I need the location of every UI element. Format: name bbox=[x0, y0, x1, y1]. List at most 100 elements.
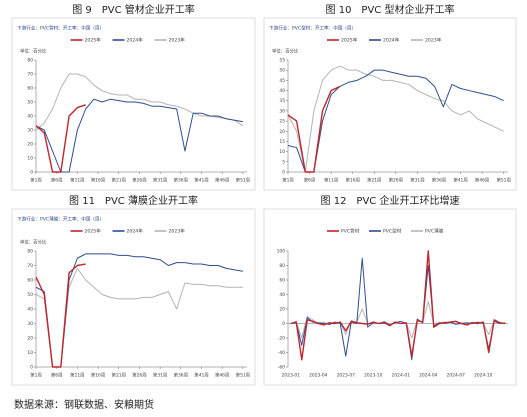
y-tick-label: 50 bbox=[27, 292, 33, 298]
legend-label: 2024年 bbox=[127, 228, 144, 235]
y-tick-label: 20 bbox=[27, 336, 33, 342]
y-tick-label: 15 bbox=[279, 139, 285, 145]
x-tick-label: 2024-10 bbox=[474, 373, 493, 379]
y-tick-label: 45 bbox=[279, 78, 285, 84]
x-tick-label: 2023-04 bbox=[309, 373, 328, 379]
legend-label: 2023年 bbox=[425, 37, 442, 44]
y-tick-label: 10 bbox=[27, 350, 33, 356]
x-tick-label: 第11周 bbox=[324, 177, 338, 184]
y-tick-label: 40 bbox=[279, 88, 285, 94]
legend-label: 2025年 bbox=[85, 228, 102, 235]
x-tick-label: 第36周 bbox=[174, 177, 188, 184]
x-tick-label: 第46周 bbox=[215, 372, 229, 379]
x-tick-label: 第31周 bbox=[153, 372, 167, 379]
y-tick-label: 60 bbox=[27, 86, 33, 92]
y-tick-label: 100 bbox=[277, 249, 286, 255]
y-tick-label: 20 bbox=[279, 129, 285, 135]
y-axis-label: 单位：百分比 bbox=[272, 48, 299, 55]
x-tick-label: 第1周 bbox=[282, 177, 294, 184]
series-line bbox=[35, 263, 86, 368]
legend-label: 2024年 bbox=[127, 37, 144, 44]
y-tick-label: 30 bbox=[27, 128, 33, 134]
x-tick-label: 第1周 bbox=[30, 177, 42, 184]
y-tick-label: 40 bbox=[27, 114, 33, 120]
panel bbox=[263, 17, 517, 191]
y-tick-label: -60 bbox=[278, 365, 285, 371]
series-line bbox=[35, 253, 243, 368]
panel bbox=[11, 17, 256, 191]
x-tick-label: 第6周 bbox=[51, 372, 63, 379]
series-line bbox=[290, 250, 506, 361]
y-tick-label: 0 bbox=[30, 365, 33, 371]
x-tick-label: 第26周 bbox=[389, 177, 403, 184]
series-line bbox=[287, 85, 341, 173]
x-tick-label: 第21周 bbox=[112, 372, 126, 379]
x-tick-label: 2023-07 bbox=[337, 373, 356, 379]
y-tick-label: 80 bbox=[279, 263, 285, 269]
x-tick-label: 第6周 bbox=[304, 177, 316, 184]
y-tick-label: 20 bbox=[27, 142, 33, 148]
y-tick-label: 25 bbox=[279, 119, 285, 125]
y-tick-label: 5 bbox=[282, 159, 285, 165]
legend-label: PVC型材 bbox=[383, 228, 402, 235]
y-tick-label: 30 bbox=[27, 321, 33, 327]
y-tick-label: 50 bbox=[279, 68, 285, 74]
x-tick-label: 第16周 bbox=[346, 177, 360, 184]
y-tick-label: 0 bbox=[282, 321, 285, 327]
figure-caption: 图 9 PVC 管材企业开工率 bbox=[72, 3, 195, 16]
figure-caption: 图 10 PVC 型材企业开工率 bbox=[326, 3, 455, 16]
legend-label: PVC薄膜 bbox=[425, 228, 444, 235]
figure-caption: 图 11 PVC 薄膜企业开工率 bbox=[69, 194, 198, 207]
x-tick-label: 第11周 bbox=[70, 177, 84, 184]
x-tick-label: 第26周 bbox=[132, 372, 146, 379]
y-tick-label: -20 bbox=[278, 336, 285, 342]
x-tick-label: 2024-01 bbox=[392, 373, 411, 379]
y-tick-label: -40 bbox=[278, 350, 285, 356]
x-tick-label: 第1周 bbox=[30, 372, 42, 379]
y-tick-label: 20 bbox=[279, 307, 285, 313]
x-tick-label: 第16周 bbox=[91, 372, 105, 379]
y-tick-label: 30 bbox=[279, 108, 285, 114]
y-tick-label: 80 bbox=[27, 58, 33, 64]
x-tick-label: 第16周 bbox=[91, 177, 105, 184]
x-tick-label: 2024-07 bbox=[447, 373, 466, 379]
x-tick-label: 第6周 bbox=[51, 177, 63, 184]
y-tick-label: 10 bbox=[27, 156, 33, 162]
series-line bbox=[287, 69, 504, 173]
panel bbox=[11, 208, 256, 386]
x-tick-label: 第21周 bbox=[112, 177, 126, 184]
y-tick-label: 40 bbox=[27, 307, 33, 313]
legend-label: 2023年 bbox=[169, 228, 186, 235]
x-tick-label: 2024-04 bbox=[419, 373, 438, 379]
legend-label: PVC管材 bbox=[341, 228, 360, 235]
y-tick-label: 60 bbox=[279, 278, 285, 284]
x-tick-label: 第41周 bbox=[453, 177, 467, 184]
source-note: 数据来源：钢联数据、安粮期货 bbox=[14, 398, 154, 411]
x-tick-label: 第11周 bbox=[70, 372, 84, 379]
series-line bbox=[35, 267, 243, 368]
x-tick-label: 第41周 bbox=[194, 177, 208, 184]
legend-label: 2023年 bbox=[169, 37, 186, 44]
x-tick-label: 第26周 bbox=[132, 177, 146, 184]
x-tick-label: 第46周 bbox=[475, 177, 489, 184]
y-tick-label: 0 bbox=[30, 170, 33, 176]
chart-subtitle: 下游行业：PVC型材：开工率：中国（周） bbox=[269, 25, 356, 32]
x-tick-label: 第36周 bbox=[174, 372, 188, 379]
chart-subtitle: 下游行业：PVC管材：开工率：中国（周） bbox=[17, 25, 104, 32]
y-tick-label: 10 bbox=[279, 149, 285, 155]
y-tick-label: 80 bbox=[27, 249, 33, 255]
legend-label: 2025年 bbox=[85, 37, 102, 44]
x-tick-label: 2023-01 bbox=[282, 373, 301, 379]
series-line bbox=[35, 104, 86, 173]
x-tick-label: 第31周 bbox=[410, 177, 424, 184]
x-tick-label: 2023-10 bbox=[364, 373, 383, 379]
y-axis-label: 单位：百分比 bbox=[20, 239, 47, 246]
x-tick-label: 第21周 bbox=[367, 177, 381, 184]
y-axis-label: 单位：百分比 bbox=[20, 48, 47, 55]
series-line bbox=[287, 65, 504, 173]
y-tick-label: 0 bbox=[282, 170, 285, 176]
x-tick-label: 第46周 bbox=[215, 177, 229, 184]
y-tick-label: 50 bbox=[27, 100, 33, 106]
x-tick-label: 第36周 bbox=[432, 177, 446, 184]
